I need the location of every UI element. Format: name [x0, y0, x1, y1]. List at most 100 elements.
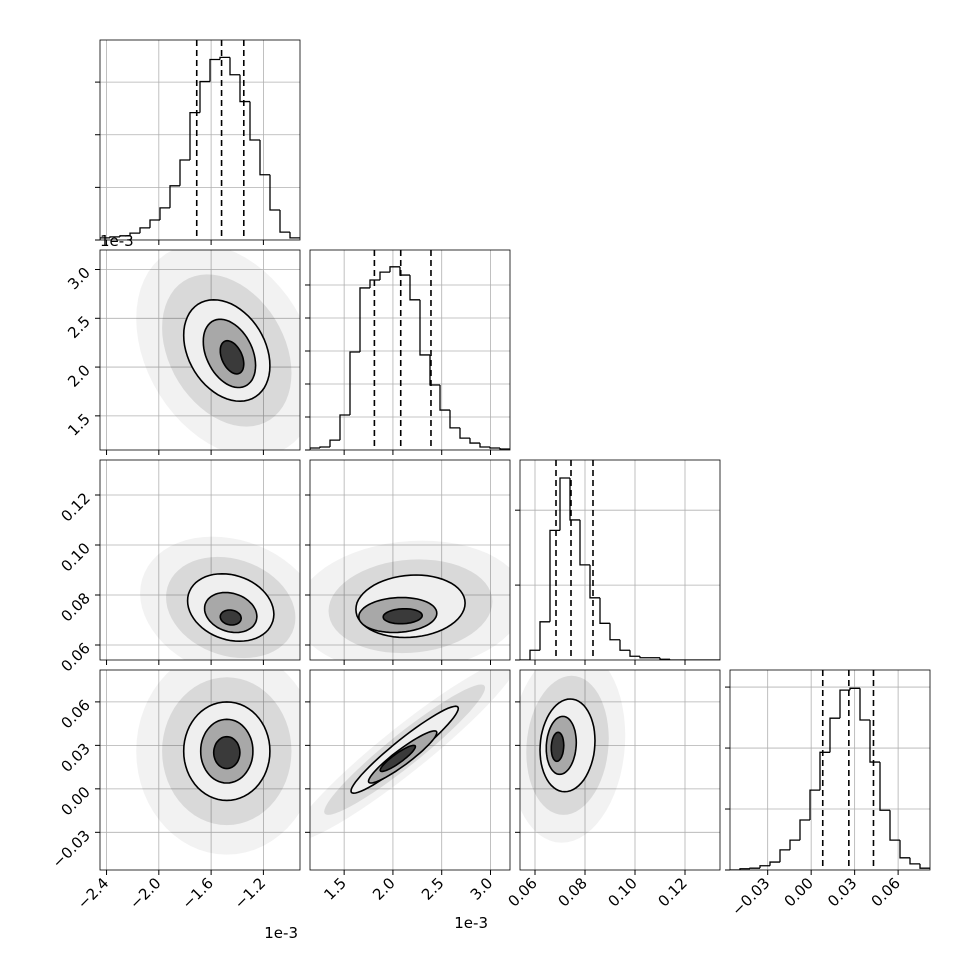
- histogram-step: [759, 865, 770, 869]
- x-tick-label: 0.12: [654, 874, 690, 910]
- histogram-step: [869, 720, 880, 763]
- histogram-step: [389, 266, 400, 273]
- histogram-step: [159, 207, 170, 220]
- histogram-step: [789, 839, 800, 850]
- contour: [379, 744, 417, 773]
- histogram-step: [439, 384, 450, 411]
- histogram-step: [469, 438, 480, 444]
- histogram-step: [819, 751, 830, 791]
- histogram-step: [609, 623, 620, 641]
- y-tick-label: 2.0: [64, 361, 94, 391]
- histogram-step: [539, 621, 550, 651]
- x-tick-label: 0.08: [554, 874, 590, 910]
- histogram-step: [449, 410, 460, 429]
- panel: [310, 670, 510, 870]
- histogram-step: [849, 687, 860, 691]
- x-tick-label: −2.4: [74, 874, 112, 912]
- histogram-step: [799, 819, 810, 841]
- contour: [219, 609, 243, 626]
- x-tick-label: 1.5: [320, 874, 350, 904]
- histogram-step: [249, 101, 260, 141]
- contour: [219, 339, 245, 375]
- x-tick-label: 2.5: [418, 874, 448, 904]
- histogram-step: [829, 717, 840, 753]
- histogram-step: [319, 446, 330, 449]
- histogram-step: [739, 868, 750, 870]
- x-tick-label: −0.03: [728, 874, 773, 919]
- panel-frame: [309, 669, 511, 871]
- histogram-step: [499, 448, 510, 450]
- y-tick-label: 1.5: [64, 410, 94, 440]
- panel: [310, 460, 510, 660]
- panel: [520, 460, 720, 660]
- contour: [212, 735, 241, 770]
- histogram-step: [479, 443, 490, 448]
- histogram-step: [659, 657, 670, 660]
- histogram-step: [889, 810, 900, 841]
- histogram-step: [239, 74, 250, 103]
- y-tick-label: 0.06: [57, 696, 93, 732]
- histogram-step: [569, 477, 580, 521]
- panel: [100, 460, 300, 660]
- histogram-step: [219, 56, 230, 60]
- histogram-step: [909, 857, 920, 865]
- contour: [382, 608, 424, 625]
- y-tick-label: 0.08: [57, 589, 93, 625]
- histogram-step: [339, 414, 350, 441]
- histogram-step: [489, 447, 500, 449]
- x-tick-label: 0.10: [604, 874, 640, 910]
- panel: [100, 40, 300, 240]
- histogram-step: [149, 219, 160, 228]
- y-tick-label: 3.0: [64, 264, 94, 294]
- x-tick-label: 3.0: [467, 874, 497, 904]
- x-tick-label: 0.06: [504, 874, 540, 910]
- histogram-step: [919, 863, 930, 869]
- panel: [730, 670, 930, 870]
- y-tick-label: 0.06: [57, 639, 93, 675]
- histogram-step: [669, 659, 680, 660]
- histogram-step: [589, 564, 600, 599]
- histogram-step: [209, 58, 220, 82]
- panel-frame: [519, 669, 721, 871]
- x-tick-label: −1.2: [231, 874, 269, 912]
- x-tick-label: 0.06: [868, 874, 904, 910]
- y-offset-label: 1e-3: [100, 232, 134, 250]
- histogram-step: [179, 159, 190, 186]
- x-tick-label: 0.00: [781, 874, 817, 910]
- histogram-step: [100, 237, 110, 240]
- x-tick-label: −2.0: [126, 874, 164, 912]
- histogram-step: [199, 80, 210, 113]
- y-tick-label: 0.00: [57, 783, 93, 819]
- histogram-step: [629, 650, 640, 657]
- histogram-step: [359, 287, 370, 352]
- histogram-step: [899, 840, 910, 859]
- histogram-step: [809, 789, 820, 820]
- histogram-step: [259, 140, 270, 176]
- histogram-step: [269, 174, 280, 211]
- x-tick-label: 2.0: [369, 874, 399, 904]
- histogram-step: [779, 849, 790, 863]
- panel: [520, 670, 720, 870]
- histogram-step: [279, 210, 290, 233]
- histogram-step: [329, 439, 340, 448]
- histogram-step: [559, 477, 570, 531]
- panel: [100, 670, 300, 870]
- panel-frame: [99, 669, 301, 871]
- histogram-step: [839, 689, 850, 719]
- histogram-step: [579, 519, 590, 566]
- histogram-step: [139, 227, 150, 234]
- histogram-step: [109, 236, 120, 238]
- histogram-step: [429, 354, 440, 386]
- histogram-step: [769, 861, 780, 866]
- y-tick-label: 0.10: [57, 539, 93, 575]
- histogram-step: [189, 111, 200, 160]
- x-tick-label: −1.6: [178, 874, 216, 912]
- histogram-step: [749, 867, 760, 869]
- y-tick-label: 2.5: [64, 312, 94, 342]
- panel-frame: [519, 459, 721, 661]
- panel-frame: [309, 459, 511, 661]
- panel-frame: [99, 249, 301, 451]
- contour: [550, 731, 565, 763]
- panel: [100, 250, 300, 450]
- histogram-step: [369, 279, 380, 288]
